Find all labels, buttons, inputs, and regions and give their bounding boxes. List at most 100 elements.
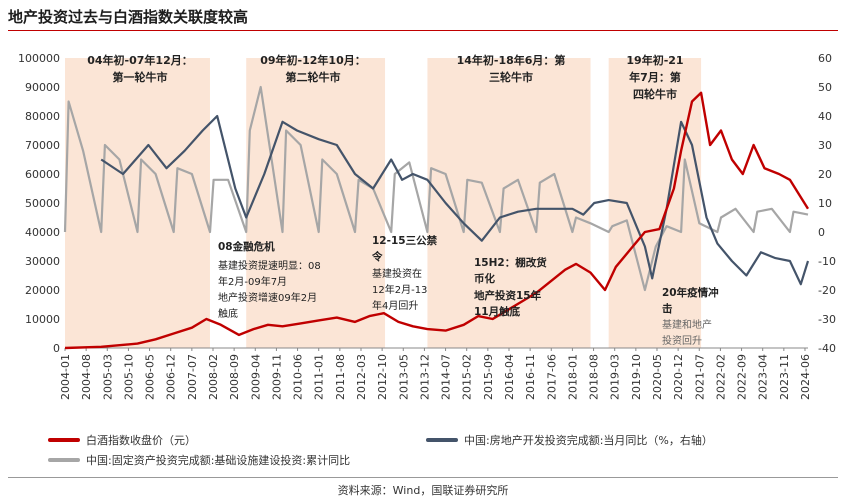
era-3-label-line1: 14年初-18年6月：第 — [457, 53, 566, 67]
annotation-2012-line2: 12年2月-13 — [372, 283, 427, 296]
era-2-label-line2: 第二轮牛市 — [286, 70, 341, 84]
left-tick-label: 30000 — [25, 255, 60, 268]
x-tick-label: 2018-08 — [588, 354, 601, 400]
x-tick-label: 2004-01 — [59, 354, 72, 400]
annotation-2008-line4: 触底 — [218, 307, 238, 320]
x-tick-label: 2022-09 — [736, 354, 749, 400]
x-tick-label: 2024-06 — [799, 354, 812, 400]
annotation-2012: 12-15三公禁 令 基建投资在 12年2月-13 年4月回升 — [371, 234, 438, 312]
right-tick-label: -10 — [818, 255, 836, 268]
annotation-2008-line2: 年2月-09年7月 — [218, 275, 287, 288]
legend-item-infra: 中国:固定资产投资完成额:基础设施建设投资:累计同比 — [48, 452, 350, 468]
x-tick-label: 2022-02 — [714, 354, 727, 400]
annotation-2020-title2: 击 — [662, 302, 673, 315]
axes: 0 10000 20000 30000 40000 50000 60000 70000 8000… — [18, 52, 836, 400]
x-tick-label: 2016-04 — [503, 354, 516, 400]
series-lines — [63, 85, 810, 350]
left-tick-label: 70000 — [25, 139, 60, 152]
annotation-2015-title1: 15H2：棚改货 — [474, 256, 547, 269]
x-tick-label: 2004-08 — [80, 354, 93, 400]
era-3-label-line2: 三轮牛市 — [489, 70, 533, 84]
annotation-2020-line2: 投资回升 — [662, 334, 702, 347]
right-tick-label: 50 — [818, 81, 832, 94]
x-tick-label: 2007-07 — [186, 354, 199, 400]
era-4-label-line3: 四轮牛市 — [633, 87, 677, 101]
left-tick-label: 50000 — [25, 197, 60, 210]
era-band-2 — [246, 58, 386, 348]
annotation-2012-line1: 基建投资在 — [372, 267, 422, 280]
annotation-2012-line3: 年4月回升 — [372, 299, 418, 312]
legend-swatch-infra — [48, 458, 80, 462]
x-tick-label: 2013-05 — [397, 354, 410, 400]
era-4-label-line2: 年7月：第 — [629, 70, 681, 84]
x-tick-label: 2005-10 — [122, 354, 135, 400]
annotation-2008-line3: 地产投资增速09年2月 — [218, 291, 317, 304]
x-tick-label: 2013-12 — [418, 354, 431, 400]
x-tick-label: 2011-01 — [313, 354, 326, 400]
x-tick-label: 2008-02 — [207, 354, 220, 400]
x-tick-label: 2012-10 — [376, 354, 389, 400]
series-infra-line — [63, 85, 809, 292]
x-tick-label: 2023-11 — [778, 354, 791, 400]
legend-swatch-realestate — [426, 438, 458, 442]
x-tick-label: 2009-11 — [270, 354, 283, 400]
annotation-2012-title2: 令 — [371, 250, 383, 263]
annotation-2012-title1: 12-15三公禁 — [372, 234, 438, 247]
era-2-label-line1: 09年初-12年10月： — [260, 53, 366, 67]
x-tick-label: 2008-09 — [228, 354, 241, 400]
era-1-label-line1: 04年初-07年12月： — [87, 53, 193, 67]
era-band-1 — [65, 58, 210, 348]
left-tick-label: 0 — [53, 342, 60, 355]
right-tick-label: -40 — [818, 342, 836, 355]
chart-title: 地产投资过去与白酒指数关联度较高 — [8, 8, 249, 26]
right-tick-label: 30 — [818, 139, 832, 152]
annotation-2020-line1: 基建和地产 — [662, 318, 712, 331]
right-tick-label: 0 — [818, 226, 825, 239]
annotation-2015-line2: 11月触底 — [474, 305, 521, 318]
x-tick-label: 2014-07 — [440, 354, 453, 400]
series-liquor-line — [64, 91, 810, 350]
x-tick-label: 2020-12 — [672, 354, 685, 400]
annotation-2008: 08金融危机 基建投资提速明显：08 年2月-09年7月 地产投资增速09年2月… — [218, 240, 321, 320]
chart-svg: 0 10000 20000 30000 40000 50000 60000 70000 8000… — [18, 52, 836, 400]
left-tick-label: 10000 — [25, 313, 60, 326]
x-tick-label: 2009-04 — [249, 354, 262, 400]
left-tick-label: 20000 — [25, 284, 60, 297]
annotation-2015-title2: 币化 — [474, 272, 495, 285]
x-tick-label: 2019-10 — [630, 354, 643, 400]
x-tick-label: 2015-09 — [482, 354, 495, 400]
source-rule — [8, 477, 838, 478]
title-rule — [8, 30, 838, 31]
right-tick-label: -20 — [818, 284, 836, 297]
annotation-2015-line1: 地产投资15年 — [474, 289, 542, 302]
legend: 白酒指数收盘价（元） 中国:房地产开发投资完成额:当月同比（%，右轴） 中国:固… — [8, 432, 838, 472]
left-tick-label: 80000 — [25, 110, 60, 123]
x-tick-label: 2012-03 — [355, 354, 368, 400]
x-tick-label: 2019-03 — [609, 354, 622, 400]
series-realestate-line — [100, 114, 810, 286]
source-note: 资料来源：Wind，国联证券研究所 — [337, 484, 509, 497]
x-tick-label: 2006-05 — [144, 354, 157, 400]
x-tick-label: 2006-12 — [165, 354, 178, 400]
legend-label-infra: 中国:固定资产投资完成额:基础设施建设投资:累计同比 — [86, 454, 351, 467]
x-tick-label: 2018-01 — [566, 354, 579, 400]
era-labels: 04年初-07年12月： 第一轮牛市 09年初-12年10月： 第二轮牛市 14… — [87, 53, 683, 101]
legend-label-liquor: 白酒指数收盘价（元） — [86, 434, 196, 447]
annotation-2008-line1: 基建投资提速明显：08 — [218, 259, 321, 272]
era-1-label-line2: 第一轮牛市 — [113, 70, 168, 84]
annotation-2015: 15H2：棚改货 币化 地产投资15年 11月触底 — [474, 256, 547, 318]
left-tick-label: 40000 — [25, 226, 60, 239]
right-tick-label: 40 — [818, 110, 832, 123]
x-tick-label: 2010-06 — [292, 354, 305, 400]
right-tick-label: 10 — [818, 197, 832, 210]
right-tick-label: -30 — [818, 313, 836, 326]
x-tick-label: 2016-11 — [524, 354, 537, 400]
legend-label-realestate: 中国:房地产开发投资完成额:当月同比（%，右轴） — [464, 434, 713, 447]
left-tick-label: 60000 — [25, 168, 60, 181]
legend-swatch-liquor — [48, 438, 80, 442]
right-tick-label: 20 — [818, 168, 832, 181]
x-tick-label: 2023-04 — [757, 354, 770, 400]
x-tick-label: 2015-02 — [461, 354, 474, 400]
annotation-2008-title: 08金融危机 — [218, 240, 275, 253]
legend-item-realestate: 中国:房地产开发投资完成额:当月同比（%，右轴） — [426, 432, 713, 448]
